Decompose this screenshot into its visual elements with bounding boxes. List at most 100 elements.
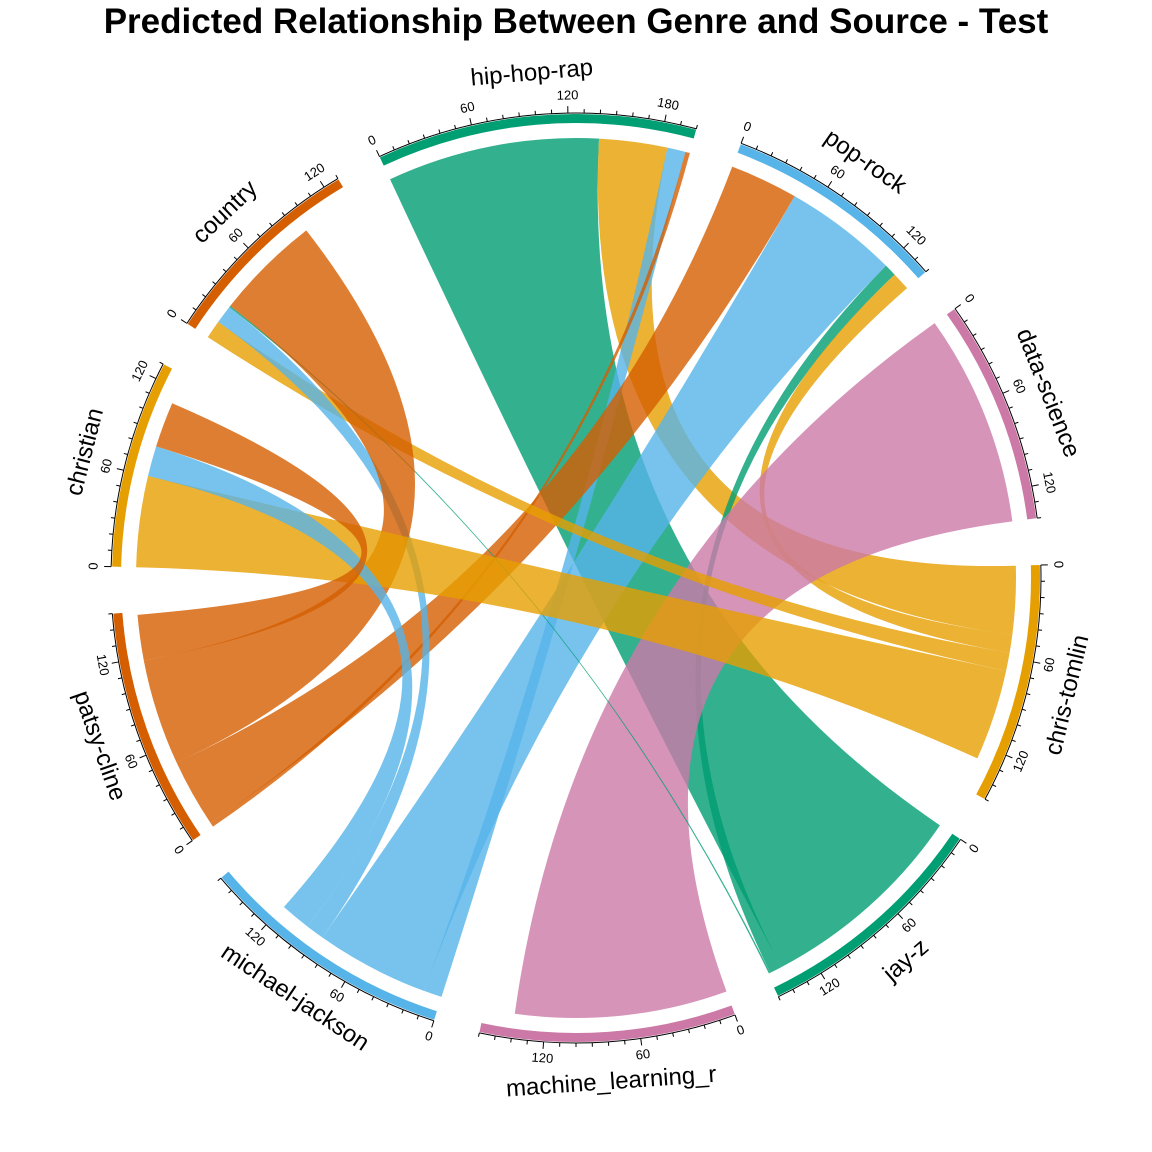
tick-label-jay-z-120: 120 — [816, 975, 842, 999]
tick-mark-michael-jackson-130 — [251, 913, 255, 917]
tick-mark-machine_learning_r-0 — [734, 1014, 738, 1022]
sector-band-pop-rock — [737, 144, 926, 279]
sector-axis-country — [186, 178, 339, 324]
tick-mark-michael-jackson-150 — [228, 889, 232, 894]
tick-mark-country-120 — [319, 180, 325, 188]
tick-mark-country-70 — [256, 233, 261, 238]
tick-mark-hip-hop-rap-50 — [454, 124, 457, 129]
tick-mark-patsy-cline-90 — [125, 708, 131, 711]
tick-label-patsy-cline-60: 60 — [122, 752, 141, 771]
tick-mark-machine_learning_r-30 — [688, 1029, 690, 1034]
tick-mark-pop-rock-130 — [914, 256, 919, 261]
tick-mark-hip-hop-rap-190 — [680, 120, 682, 126]
chord-links — [136, 138, 1016, 1018]
tick-label-michael-jackson-120: 120 — [242, 924, 268, 950]
tick-mark-country-60 — [243, 242, 249, 249]
sector-axis-michael-jackson — [220, 877, 435, 1022]
tick-mark-machine_learning_r-160 — [478, 1032, 480, 1037]
tick-mark-patsy-cline-60 — [139, 754, 147, 759]
sector-band-christian — [112, 364, 173, 567]
tick-mark-country-50 — [233, 256, 238, 261]
tick-mark-jay-z-10 — [950, 852, 955, 856]
tick-mark-christian-90 — [133, 421, 138, 425]
tick-mark-country-100 — [294, 202, 298, 206]
sector-axis-data-science — [954, 308, 1038, 519]
tick-label-patsy-cline-120: 120 — [94, 653, 113, 677]
tick-mark-country-90 — [281, 212, 286, 216]
tick-mark-chris-tomlin-150 — [984, 798, 989, 802]
tick-mark-chris-tomlin-80 — [1026, 693, 1031, 696]
tick-mark-jay-z-70 — [885, 924, 889, 928]
tick-mark-jay-z-140 — [792, 989, 796, 994]
chord-link-hip-hop-rap-to-jay-z — [390, 138, 940, 968]
tick-mark-country-110 — [307, 192, 312, 197]
sector-axis-hip-hop-rap — [379, 112, 697, 158]
tick-mark-hip-hop-rap-200 — [695, 124, 698, 129]
tick-mark-country-20 — [202, 294, 206, 298]
tick-mark-machine_learning_r-40 — [672, 1032, 674, 1037]
tick-label-christian-60: 60 — [97, 457, 115, 475]
chord-link-hip-hop-rap-to-chris-tomlin — [597, 138, 1016, 635]
tick-mark-patsy-cline-0 — [186, 840, 193, 846]
tick-mark-machine_learning_r-140 — [510, 1038, 512, 1043]
tick-label-patsy-cline-0: 0 — [171, 842, 187, 856]
tick-label-chris-tomlin-0: 0 — [1051, 561, 1066, 569]
tick-mark-data-science-90 — [1019, 437, 1024, 440]
tick-mark-jay-z-30 — [930, 877, 935, 882]
tick-mark-michael-jackson-120 — [261, 924, 267, 931]
sector-band-patsy-cline — [113, 612, 201, 841]
tick-mark-hip-hop-rap-30 — [422, 134, 426, 139]
tick-mark-jay-z-50 — [909, 901, 913, 906]
tick-mark-patsy-cline-70 — [136, 739, 141, 742]
tick-label-country-120: 120 — [301, 160, 327, 184]
tick-mark-jay-z-150 — [777, 996, 781, 1001]
tick-mark-pop-rock-80 — [854, 202, 858, 206]
tick-label-chris-tomlin-120: 120 — [1010, 748, 1032, 774]
tick-mark-patsy-cline-40 — [155, 784, 160, 787]
sector-band-machine_learning_r — [479, 1005, 735, 1042]
tick-mark-data-science-110 — [1028, 468, 1033, 471]
tick-mark-machine_learning_r-10 — [719, 1020, 722, 1025]
chord-link-christian-to-patsy-cline — [137, 403, 368, 661]
tick-mark-country-130 — [335, 174, 339, 179]
tick-mark-pop-rock-100 — [879, 222, 883, 227]
sector-label-michael-jackson: michael-jackson — [216, 938, 374, 1056]
sector-axis-christian — [110, 363, 164, 567]
tick-mark-hip-hop-rap-170 — [648, 114, 650, 119]
tick-mark-patsy-cline-130 — [111, 645, 117, 648]
tick-mark-michael-jackson-10 — [416, 1015, 419, 1020]
sector-axis-chris-tomlin — [984, 565, 1042, 800]
tick-mark-michael-jackson-0 — [431, 1020, 435, 1028]
tick-mark-christian-80 — [128, 437, 133, 440]
tick-mark-michael-jackson-70 — [328, 972, 332, 977]
sector-axis-patsy-cline — [111, 613, 193, 841]
tick-mark-data-science-130 — [1034, 500, 1039, 503]
tick-mark-chris-tomlin-100 — [1017, 724, 1022, 727]
tick-mark-data-science-20 — [972, 333, 977, 337]
tick-mark-patsy-cline-20 — [171, 812, 176, 816]
chart-title: Predicted Relationship Between Genre and… — [103, 2, 1049, 41]
tick-mark-pop-rock-50 — [813, 174, 817, 179]
tick-mark-data-science-100 — [1024, 452, 1029, 455]
sector-label-hip-hop-rap: hip-hop-rap — [469, 54, 594, 92]
tick-mark-hip-hop-rap-80 — [502, 114, 504, 119]
tick-label-machine_learning_r-60: 60 — [635, 1046, 651, 1063]
tick-mark-jay-z-80 — [873, 934, 877, 939]
sector-label-chris-tomlin: chris-tomlin — [1040, 632, 1095, 758]
tick-mark-data-science-50 — [995, 376, 1000, 379]
sector-band-michael-jackson — [221, 871, 437, 1020]
tick-mark-hip-hop-rap-0 — [376, 150, 380, 157]
tick-mark-patsy-cline-110 — [117, 677, 122, 680]
tick-mark-christian-110 — [145, 391, 150, 394]
tick-mark-chris-tomlin-90 — [1021, 708, 1027, 711]
tick-mark-christian-40 — [113, 500, 118, 503]
tick-label-data-science-0: 0 — [962, 291, 978, 306]
sector-axis-jay-z — [778, 839, 962, 998]
tick-mark-pop-rock-90 — [866, 212, 871, 216]
tick-mark-michael-jackson-20 — [401, 1009, 404, 1014]
tick-mark-chris-tomlin-70 — [1030, 677, 1035, 680]
sector-label-country: country — [187, 175, 262, 249]
tick-label-pop-rock-0: 0 — [741, 118, 753, 135]
